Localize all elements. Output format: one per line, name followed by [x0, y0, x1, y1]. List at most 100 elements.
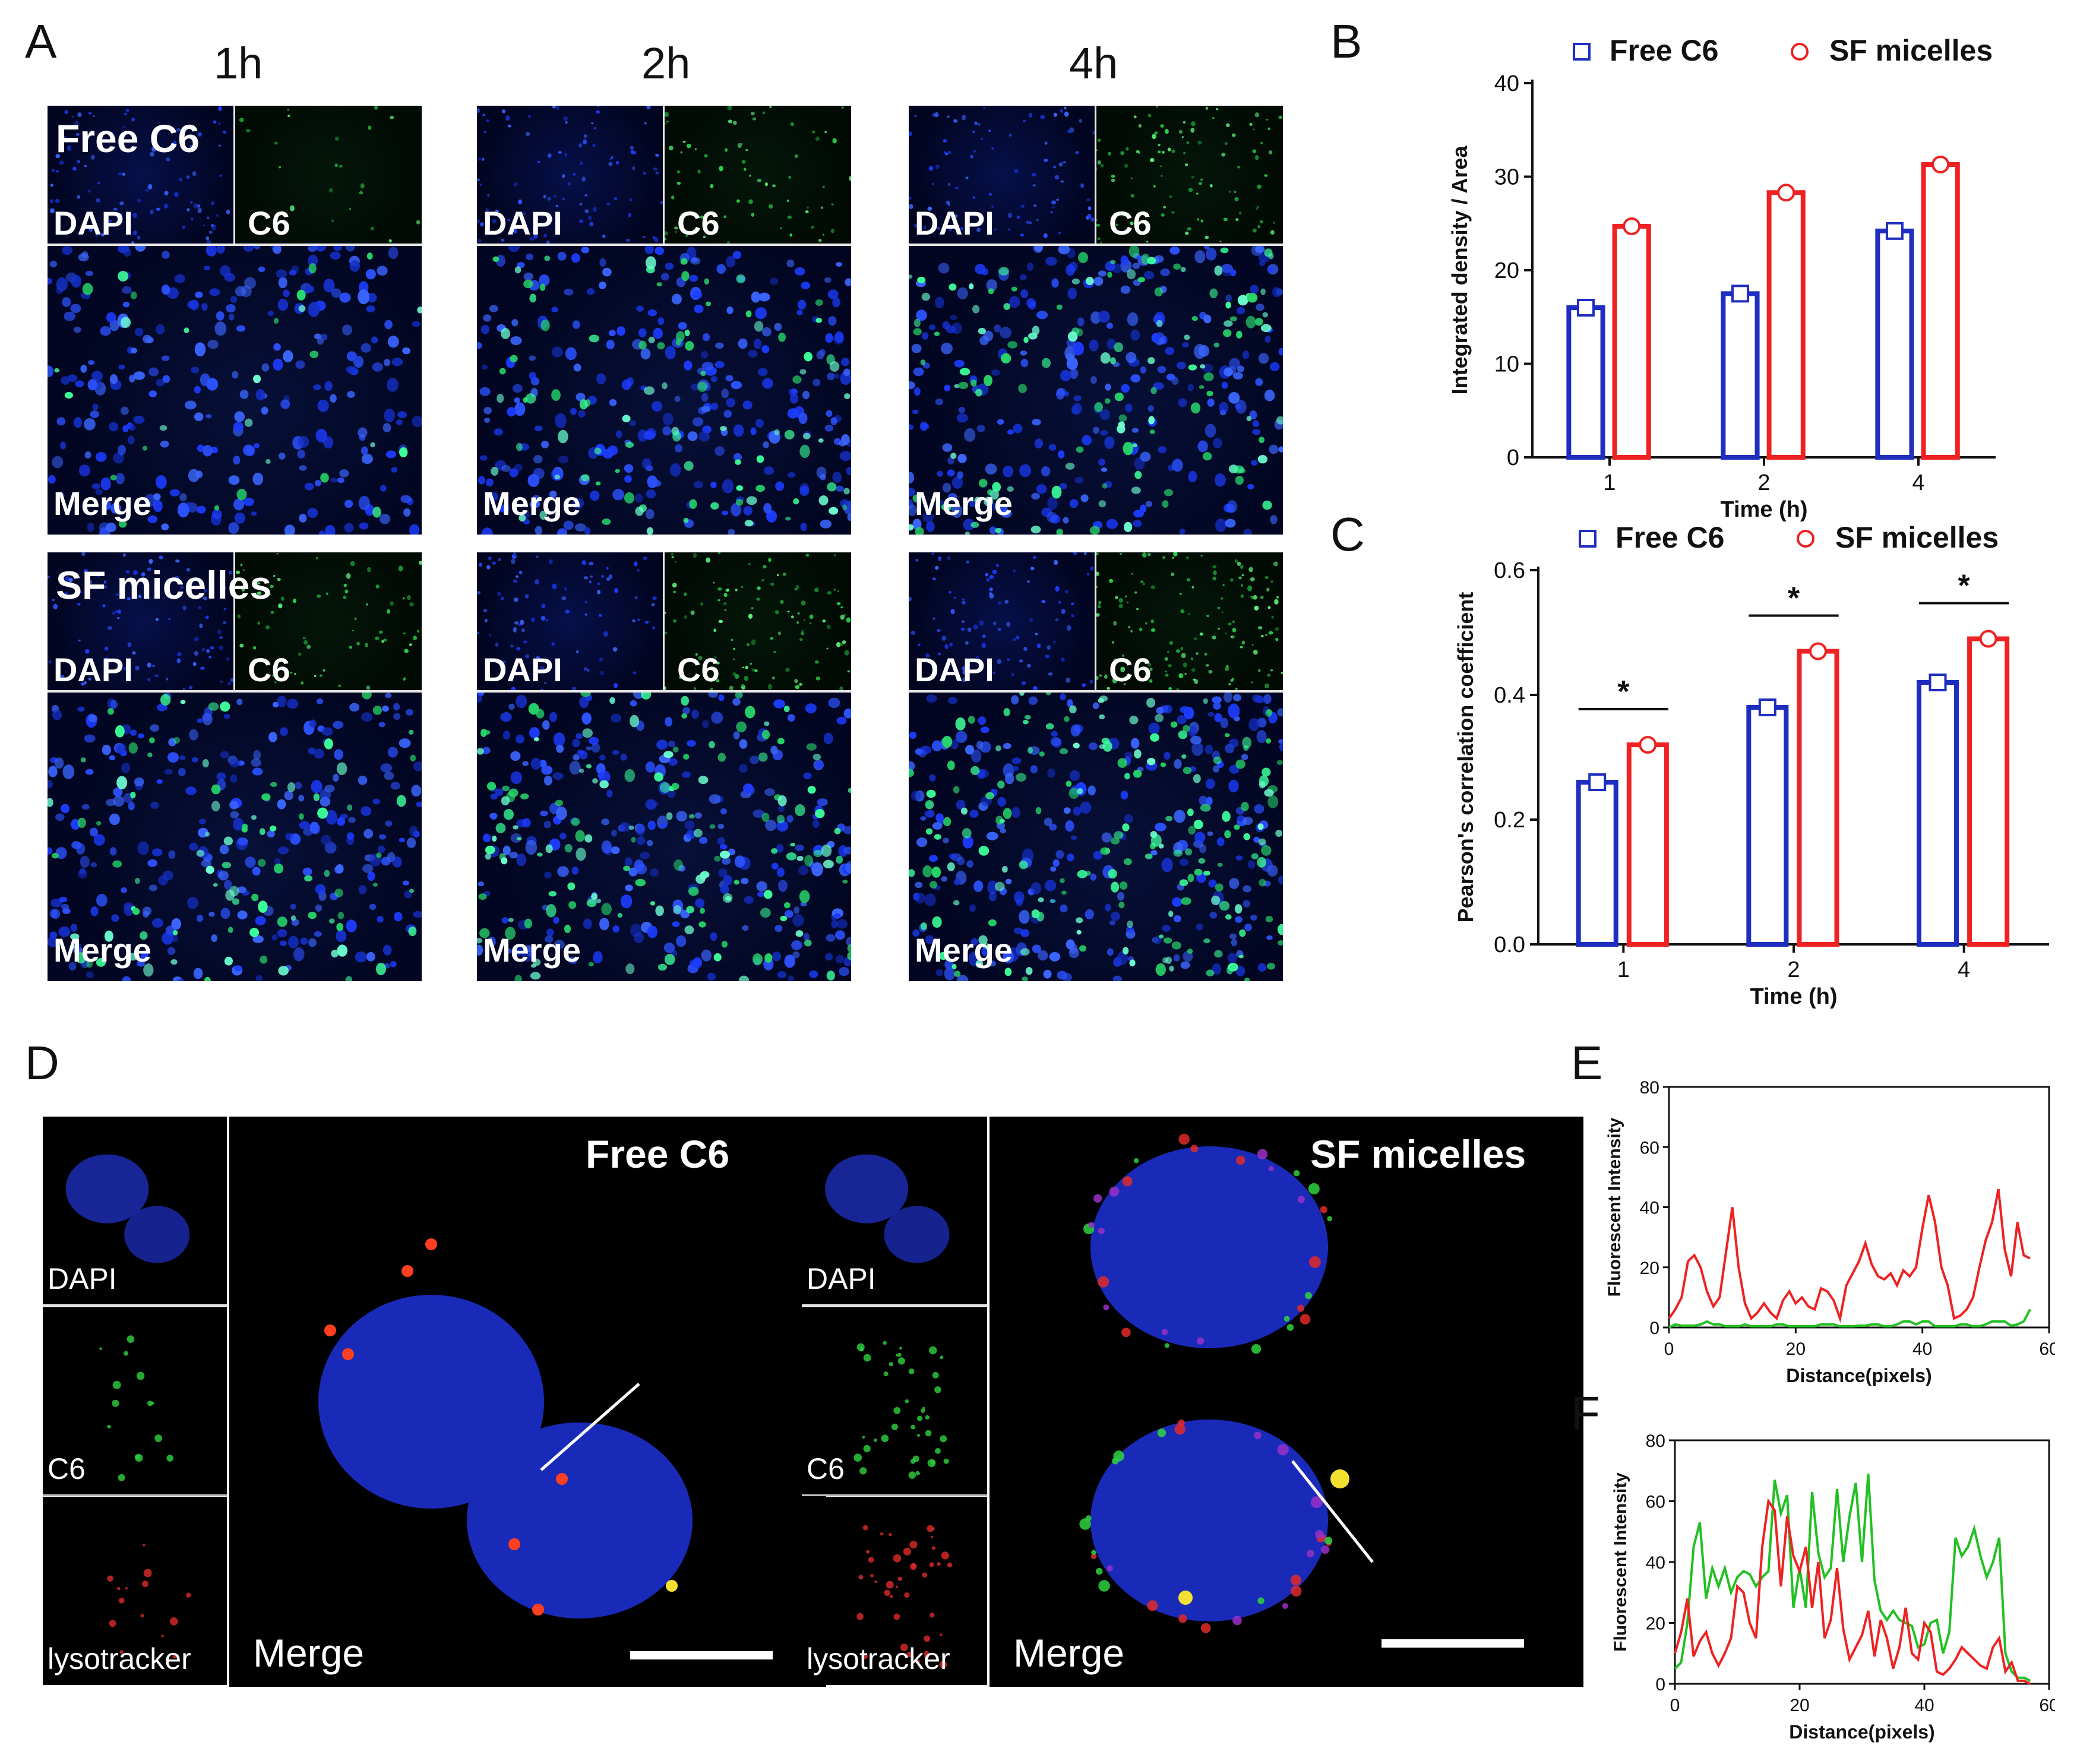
marker-square	[1588, 773, 1607, 791]
cell-texture	[1096, 106, 1283, 244]
bar-sf-micelles-2	[1797, 649, 1839, 947]
split-line	[477, 690, 851, 693]
marker-circle	[1979, 630, 1997, 648]
x-tick-label: 40	[1912, 1339, 1932, 1359]
micro-dapi-sf-0	[48, 552, 235, 690]
y-tick-label: 60	[1640, 1138, 1659, 1158]
micro-c6-free-0	[235, 106, 422, 244]
confocal-merge-sf	[990, 1117, 1583, 1687]
bar-free-c6-1	[1576, 780, 1618, 947]
bar-free-c6-1	[1566, 305, 1605, 460]
x-axis-label: Time (h)	[1720, 497, 1807, 522]
y-tick-label: 80	[1640, 1078, 1659, 1098]
split-line	[663, 552, 665, 690]
cell-texture	[491, 255, 851, 535]
bar-sf-micelles-4	[1967, 636, 2010, 947]
x-tick-label: 0	[1664, 1339, 1674, 1359]
cell-image	[825, 1154, 950, 1263]
legend-label-free: Free C6	[1610, 36, 1718, 67]
split-line	[43, 1304, 227, 1307]
legend-marker-sf	[1797, 530, 1814, 548]
x-tick-label: 2	[1757, 470, 1770, 495]
bar-sf-micelles-2	[1766, 190, 1806, 460]
confocal-dapi-sf	[802, 1117, 987, 1305]
cell-texture	[909, 693, 1283, 981]
x-tick-label: 4	[1958, 957, 1970, 982]
merge-label: Merge	[915, 485, 1013, 522]
x-tick-label: 40	[1914, 1696, 1934, 1715]
cell-texture	[1096, 552, 1283, 690]
merge-image	[1079, 1133, 1524, 1648]
cell-texture	[48, 552, 235, 690]
micro-dapi-free-0	[48, 106, 235, 244]
panel-label-a: A	[25, 15, 57, 68]
split-line	[1095, 552, 1096, 690]
cell-texture	[909, 246, 1283, 535]
merge-label: Merge	[253, 1631, 365, 1675]
x-tick-label: 60	[2039, 1339, 2055, 1359]
y-tick-label: 30	[1494, 165, 1519, 190]
cell-image	[853, 1341, 949, 1479]
micro-c6-free-1	[664, 106, 851, 244]
cell-image	[99, 1335, 174, 1481]
panel-label-e: E	[1571, 1036, 1603, 1089]
y-tick-label: 0.6	[1494, 558, 1525, 583]
marker-circle	[1623, 217, 1641, 235]
marker-square	[1731, 284, 1749, 303]
x-tick-label: 1	[1603, 470, 1616, 495]
dapi-label: DAPI	[53, 204, 133, 242]
cell-texture	[909, 552, 1094, 690]
merge-image	[318, 1238, 773, 1659]
chart-e: 0 20 40 60 80 0 20 40 60 Distance(pixels) Fluoresc…	[1605, 1078, 2055, 1386]
marker-circle	[1809, 642, 1827, 660]
cell-texture	[909, 246, 1283, 535]
cell-texture	[48, 693, 417, 981]
bar-free-c6-4	[1916, 680, 1959, 947]
micro-merge-sf-1	[477, 693, 851, 981]
bar-free-c6-2	[1721, 291, 1760, 460]
x-tick-label: 20	[1786, 1339, 1806, 1359]
micro-merge-sf-0	[48, 693, 422, 981]
lyso-label: lysotracker	[48, 1642, 191, 1676]
micro-c6-sf-1	[664, 552, 851, 690]
c6-label: C6	[807, 1452, 845, 1485]
series-line-green	[1668, 1308, 2031, 1329]
bar-free-c6-2	[1746, 705, 1789, 947]
micro-c6-sf-2	[1096, 552, 1283, 690]
bar-free-c6-4	[1875, 228, 1914, 460]
panel-label-d: D	[25, 1036, 59, 1089]
split-line	[909, 690, 1283, 693]
legend-marker-free	[1579, 530, 1597, 548]
significance-star: *	[1958, 569, 1971, 603]
cell-texture	[664, 552, 851, 690]
cell-texture	[909, 106, 1096, 238]
confocal-lyso-free	[43, 1497, 227, 1685]
merge-label: Merge	[915, 931, 1013, 969]
y-tick-label: 40	[1640, 1199, 1659, 1218]
series-line-red	[1674, 1498, 2031, 1685]
split-line	[43, 1494, 227, 1496]
time-header-4h: 4h	[1069, 39, 1118, 88]
y-tick-label: 80	[1646, 1431, 1665, 1451]
significance-star: *	[1788, 581, 1800, 616]
legend-marker-free	[1573, 43, 1591, 61]
y-axis-label: Fluorescent Intensity	[1605, 1117, 1624, 1297]
chart-c: 0.0 0.2 0.4 0.6 1 * 2 * 4 * Time (h) Pearson's corr…	[1453, 523, 2049, 1009]
c6-label: C6	[1109, 204, 1152, 242]
series-line-green	[1674, 1474, 2031, 1682]
plot-frame	[1668, 1086, 2050, 1329]
marker-square	[1758, 698, 1776, 716]
merge-label: Merge	[483, 485, 581, 522]
y-tick-label: 0	[1507, 445, 1519, 470]
split-line	[48, 690, 422, 693]
y-tick-label: 20	[1494, 258, 1519, 283]
y-axis-label: Fluorescent Intensity	[1611, 1472, 1630, 1652]
legend-label-free: Free C6	[1616, 523, 1724, 554]
cell-image	[107, 1544, 191, 1659]
confocal-lyso-sf	[802, 1497, 987, 1685]
micro-dapi-free-1	[477, 106, 664, 244]
marker-circle	[1931, 156, 1950, 174]
y-tick-label: 0.2	[1494, 808, 1525, 833]
time-header-1h: 1h	[214, 39, 263, 88]
cell-texture	[477, 693, 851, 981]
